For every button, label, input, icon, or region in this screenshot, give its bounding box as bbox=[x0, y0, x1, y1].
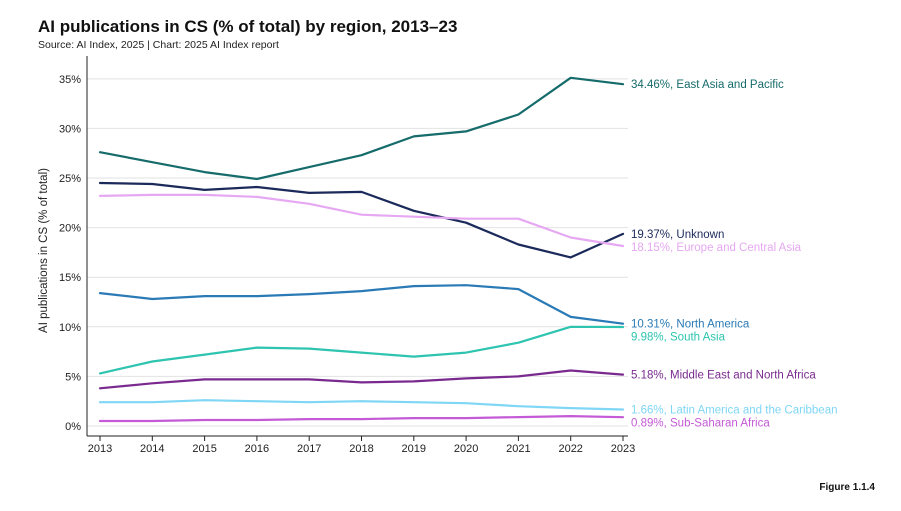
chart-source: Source: AI Index, 2025 | Chart: 2025 AI … bbox=[38, 39, 279, 51]
x-tick-label: 2016 bbox=[245, 443, 269, 455]
series-line-south-asia bbox=[98, 325, 625, 375]
x-tick-label: 2022 bbox=[558, 443, 582, 455]
series-lines bbox=[98, 76, 625, 423]
series-line-sub-saharan-africa bbox=[98, 415, 625, 423]
end-label-sub-saharan-africa: 0.89%, Sub-Saharan Africa bbox=[631, 418, 770, 430]
x-tick-label: 2014 bbox=[140, 443, 164, 455]
y-tick-label: 15% bbox=[59, 272, 81, 284]
end-label-unknown: 19.37%, Unknown bbox=[631, 229, 724, 241]
y-tick-label: 20% bbox=[59, 223, 81, 235]
x-tick-label: 2015 bbox=[192, 443, 216, 455]
y-tick-label: 30% bbox=[59, 123, 81, 135]
end-label-north-america: 10.31%, North America bbox=[631, 319, 750, 331]
end-labels: 34.46%, East Asia and Pacific 19.37%, Unk… bbox=[631, 79, 838, 429]
x-tick-label: 2018 bbox=[349, 443, 373, 455]
y-tick-label: 25% bbox=[59, 173, 81, 185]
line-chart: 0% 5% 10% 15% 20% 25% 30% 35% 2013 2014 2015 2016 20… bbox=[38, 56, 838, 455]
figure-number: Figure 1.1.4 bbox=[819, 482, 875, 493]
series-line-east-asia-and-pacific bbox=[98, 76, 625, 181]
y-tick-label: 0% bbox=[65, 421, 81, 433]
end-label-middle-east-and-north-africa: 5.18%, Middle East and North Africa bbox=[631, 370, 816, 382]
x-tick-label: 2021 bbox=[506, 443, 530, 455]
series-line-latin-america-and-the-caribbean bbox=[98, 399, 625, 411]
series-line-middle-east-and-north-africa bbox=[98, 369, 625, 390]
x-tick-label: 2023 bbox=[611, 443, 635, 455]
end-label-south-asia: 9.98%, South Asia bbox=[631, 332, 726, 344]
gridlines bbox=[87, 78, 628, 427]
y-axis-title: AI publications in CS (% of total) bbox=[38, 168, 50, 333]
y-tick-label: 5% bbox=[65, 371, 81, 383]
series-line-unknown bbox=[98, 181, 625, 259]
end-label-europe-and-central-asia: 18.15%, Europe and Central Asia bbox=[631, 242, 802, 254]
end-label-latin-america-and-the-caribbean: 1.66%, Latin America and the Caribbean bbox=[631, 405, 838, 417]
x-tick-label: 2013 bbox=[88, 443, 112, 455]
y-tick-label: 10% bbox=[59, 322, 81, 334]
x-tick-label: 2019 bbox=[402, 443, 426, 455]
x-tick-label: 2017 bbox=[297, 443, 321, 455]
y-tick-label: 35% bbox=[59, 74, 81, 86]
x-tick-label: 2020 bbox=[454, 443, 478, 455]
series-line-north-america bbox=[98, 284, 625, 325]
chart-title: AI publications in CS (% of total) by re… bbox=[38, 17, 458, 36]
axes: 0% 5% 10% 15% 20% 25% 30% 35% 2013 2014 2015 2016 20… bbox=[38, 56, 635, 455]
series-line-europe-and-central-asia bbox=[98, 193, 625, 248]
end-label-east-asia-and-pacific: 34.46%, East Asia and Pacific bbox=[631, 79, 784, 91]
